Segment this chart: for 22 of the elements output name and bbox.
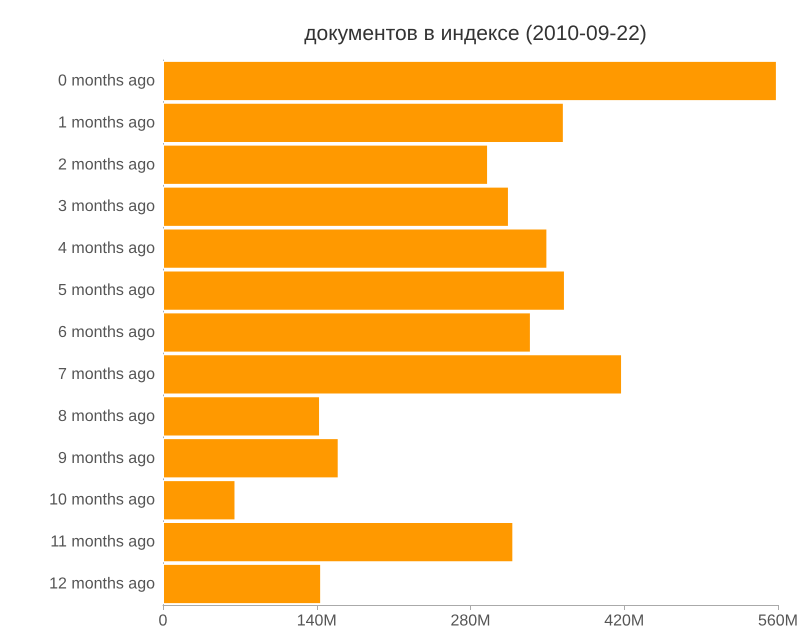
- x-tick-label: 140M: [296, 612, 337, 630]
- x-tick-label: 0: [158, 612, 168, 630]
- y-tick-label: 8 months ago: [58, 408, 156, 425]
- bar: [163, 60, 777, 102]
- bar: [163, 312, 531, 353]
- y-tick-label: 4 months ago: [58, 240, 156, 258]
- y-tick-label: 1 months ago: [58, 114, 156, 132]
- y-tick-label: 3 months ago: [58, 198, 156, 216]
- y-tick-label: 10 months ago: [49, 492, 156, 509]
- y-tick-label: 12 months ago: [49, 576, 156, 593]
- y-tick-label: 5 months ago: [58, 282, 156, 300]
- y-tick-label: 7 months ago: [58, 366, 156, 383]
- x-tick-label: 560M: [758, 612, 798, 630]
- y-tick-label: 11 months ago: [50, 534, 156, 551]
- x-tick-label: 280M: [450, 612, 491, 630]
- x-tick-label: 420M: [604, 612, 644, 630]
- y-tick-label: 0 months ago: [58, 72, 156, 90]
- bar: [163, 564, 322, 604]
- chart-title: документов в индексе (2010-09-22): [304, 22, 647, 45]
- y-tick-label: 2 months ago: [58, 156, 156, 174]
- y-tick-label: 9 months ago: [58, 450, 156, 467]
- y-tick-label: 6 months ago: [58, 324, 156, 341]
